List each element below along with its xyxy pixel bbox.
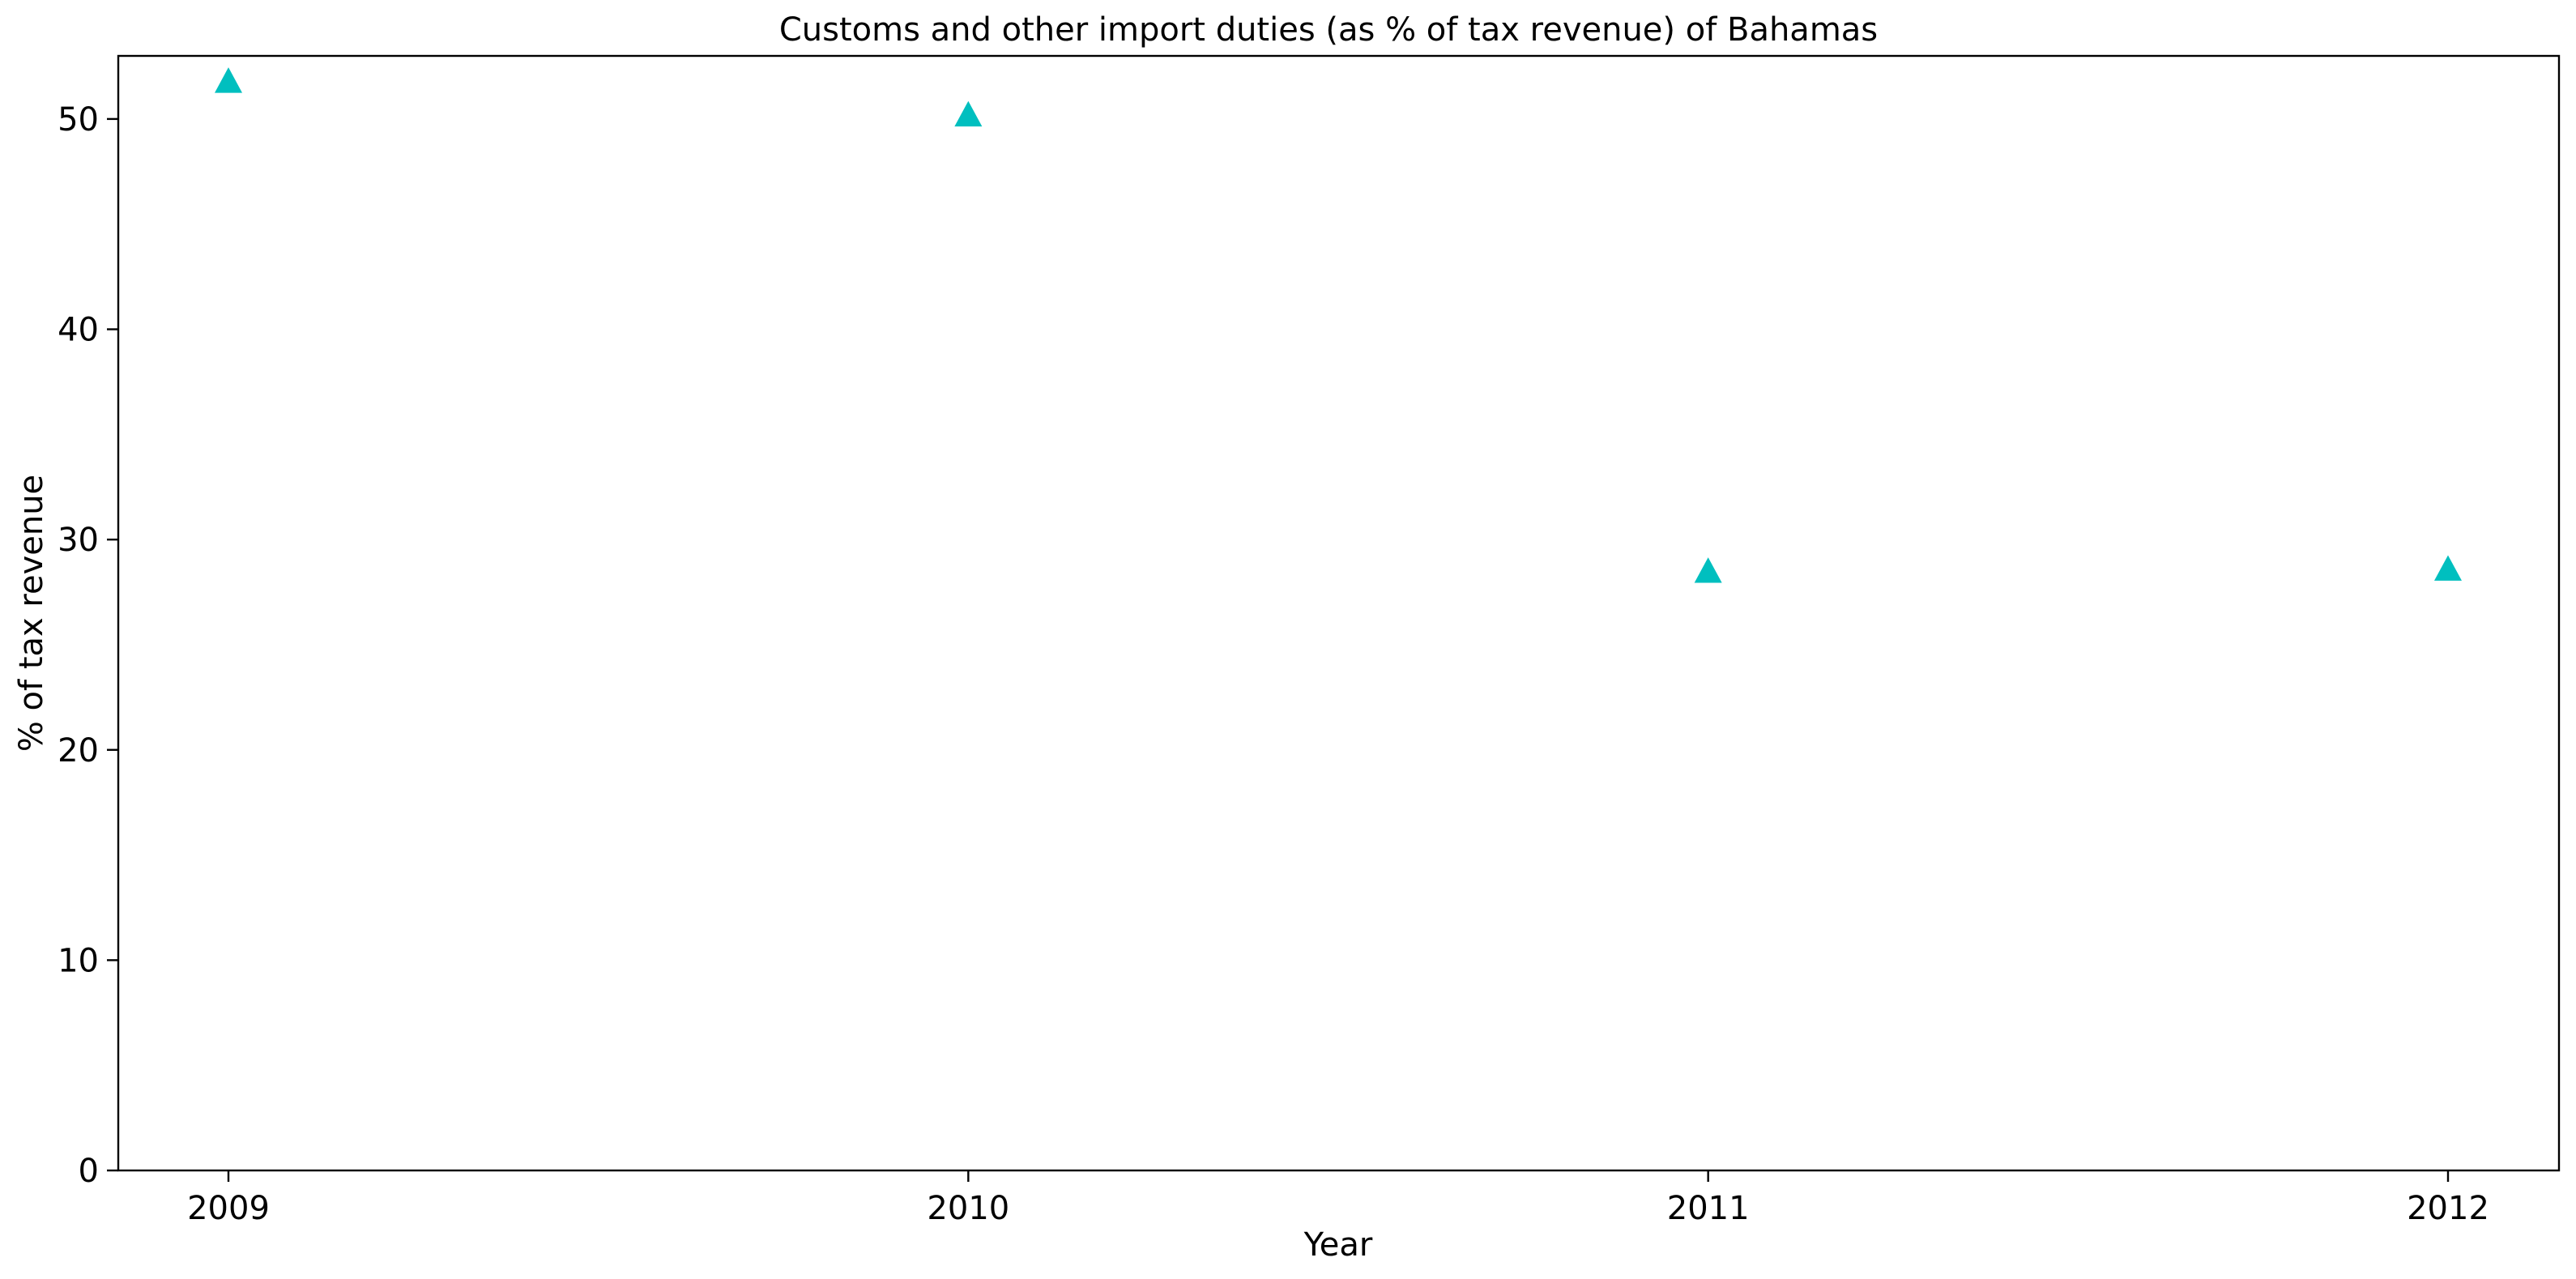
data-point-2009 <box>215 67 242 93</box>
y-tick-label: 40 <box>58 312 99 349</box>
y-tick-label: 20 <box>58 732 99 770</box>
x-tick-label: 2010 <box>927 1190 1009 1227</box>
x-tick-label: 2012 <box>2407 1190 2489 1227</box>
data-point-2012 <box>2434 555 2462 581</box>
x-tick-label: 2009 <box>187 1190 270 1227</box>
data-points <box>215 67 2462 583</box>
chart-title: Customs and other import duties (as % of… <box>779 11 1878 49</box>
x-axis-label: Year <box>1303 1226 1373 1264</box>
y-axis-label: % of tax revenue <box>13 475 50 752</box>
plot-area-frame <box>117 54 2561 1172</box>
data-point-2010 <box>954 100 983 127</box>
y-axis-ticks: 0 10 20 30 40 50 <box>58 101 118 1190</box>
data-point-2011 <box>1694 557 1722 583</box>
y-tick-label: 50 <box>58 101 99 139</box>
x-axis-ticks: 2009 2010 2011 2012 <box>187 1170 2489 1227</box>
y-tick-label: 10 <box>58 942 99 979</box>
y-tick-label: 30 <box>58 522 99 559</box>
x-tick-label: 2011 <box>1667 1190 1750 1227</box>
y-tick-label: 0 <box>79 1153 99 1190</box>
